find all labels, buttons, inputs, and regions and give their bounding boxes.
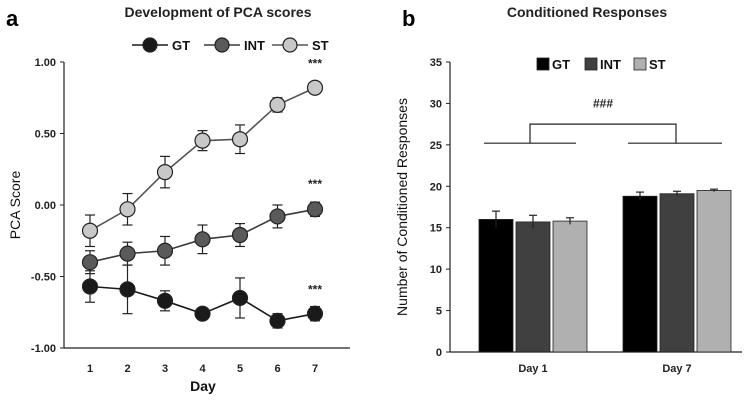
- panel-a-x-tick-label: 5: [237, 363, 243, 375]
- legend-label-int: INT: [600, 57, 621, 72]
- data-point-int: [231, 226, 249, 244]
- legend-marker-int: [214, 37, 230, 53]
- bar-group-day-1: [478, 210, 588, 353]
- data-point-st: [269, 96, 286, 114]
- panel-a-legend: GT INT ST: [132, 37, 329, 53]
- panel-a-y-ticks: 1.00 0.50 0.00 -0.50 -1.00: [31, 57, 64, 355]
- panel-b-y-tick-label: 20: [430, 181, 442, 193]
- panel-b-y-label: Number of Conditioned Responses: [394, 98, 410, 316]
- panel-b-y-tick-label: 30: [430, 98, 442, 110]
- panel-a-y-tick-label: 0.00: [35, 200, 56, 212]
- legend-label-gt: GT: [552, 57, 570, 72]
- panel-b-x-tick-label: Day 7: [662, 363, 691, 375]
- panel-b-title: Conditioned Responses: [507, 4, 667, 20]
- panel-a-axes: [63, 62, 350, 349]
- panel-b-annotations: ###: [484, 97, 722, 144]
- panel-b-legend: GT INT ST: [536, 57, 666, 72]
- data-point-st: [231, 131, 249, 148]
- legend-swatch-st: [633, 57, 647, 71]
- data-point-int: [81, 254, 99, 271]
- panel-a-x-ticks: 1 2 3 4 5 6 7: [87, 363, 318, 375]
- panel-b-y-tick-label: 25: [430, 140, 442, 152]
- panel-a-x-tick-label: 1: [87, 363, 93, 375]
- panel-a-annotations: *** *** ***: [308, 57, 322, 297]
- panel-a-y-label: PCA Score: [7, 171, 23, 240]
- panel-a-x-tick-label: 7: [312, 363, 318, 375]
- data-point-st: [81, 222, 99, 239]
- legend-swatch-int: [584, 57, 598, 71]
- data-point-int: [306, 201, 324, 218]
- panel-b-y-ticks: 0 5 10 15 20 25 30 35: [430, 57, 450, 359]
- data-point-int: [119, 245, 136, 262]
- legend-label-gt: GT: [172, 38, 190, 53]
- panel-b-letter: b: [402, 6, 415, 31]
- bar-int: [659, 193, 695, 353]
- legend-label-int: INT: [244, 38, 265, 53]
- panel-a-x-tick-label: 4: [199, 363, 206, 375]
- panel-a-x-label: Day: [190, 378, 216, 394]
- panel-b-x-tick-label: Day 1: [518, 363, 547, 375]
- data-point-st: [156, 164, 174, 181]
- panel-a-x-tick-label: 6: [274, 363, 280, 375]
- panel-a-plot-area: [81, 79, 324, 329]
- panel-b-y-tick-label: 10: [430, 264, 442, 276]
- panel-a-y-tick-label: 0.50: [35, 129, 56, 141]
- panel-b-y-tick-label: 0: [436, 347, 442, 359]
- panel-a-title: Development of PCA scores: [125, 4, 312, 20]
- legend-swatch-gt: [536, 57, 550, 71]
- series-gt: [81, 264, 324, 329]
- significance-marker: ***: [308, 283, 322, 297]
- series-int: [81, 201, 324, 275]
- data-point-gt: [306, 305, 324, 322]
- panel-a-y-tick-label: -0.50: [31, 272, 56, 284]
- legend-marker-st: [282, 37, 298, 53]
- data-point-gt: [269, 312, 286, 329]
- panel-b-y-tick-label: 15: [430, 223, 442, 235]
- comparison-bracket: [529, 123, 677, 144]
- data-point-st: [119, 201, 136, 218]
- data-point-gt: [194, 305, 211, 322]
- bar-gt: [478, 219, 514, 353]
- data-point-st: [194, 132, 211, 149]
- data-point-st: [306, 79, 324, 96]
- data-point-gt: [119, 281, 136, 298]
- data-point-gt: [231, 289, 249, 307]
- legend-label-st: ST: [312, 38, 329, 53]
- bar-int: [515, 221, 551, 353]
- panel-a-y-tick-label: 1.00: [35, 57, 56, 69]
- bar-st: [552, 220, 588, 353]
- legend-label-st: ST: [649, 57, 666, 72]
- panel-b-y-tick-label: 5: [436, 306, 442, 318]
- significance-marker: ###: [593, 97, 613, 111]
- data-point-gt: [156, 292, 174, 309]
- data-point-int: [194, 231, 211, 248]
- legend-marker-gt: [142, 37, 158, 53]
- data-point-gt: [81, 278, 99, 295]
- panel-a-x-tick-label: 3: [162, 363, 168, 375]
- bar-group-day-7: [622, 188, 732, 353]
- panel-a-y-tick-label: -1.00: [31, 343, 56, 355]
- panel-a-x-tick-label: 2: [124, 363, 130, 375]
- significance-marker: ***: [308, 177, 322, 191]
- data-point-int: [269, 208, 286, 225]
- bar-gt: [622, 195, 658, 353]
- significance-marker: ***: [308, 57, 322, 71]
- panel-b-y-tick-label: 35: [430, 57, 442, 69]
- panel-a-letter: a: [6, 6, 19, 31]
- series-st: [81, 79, 324, 248]
- data-point-int: [156, 242, 174, 259]
- panel-b-x-ticks: Day 1 Day 7: [518, 363, 691, 375]
- panel-b-plot-area: [478, 188, 732, 353]
- bar-st: [696, 190, 732, 353]
